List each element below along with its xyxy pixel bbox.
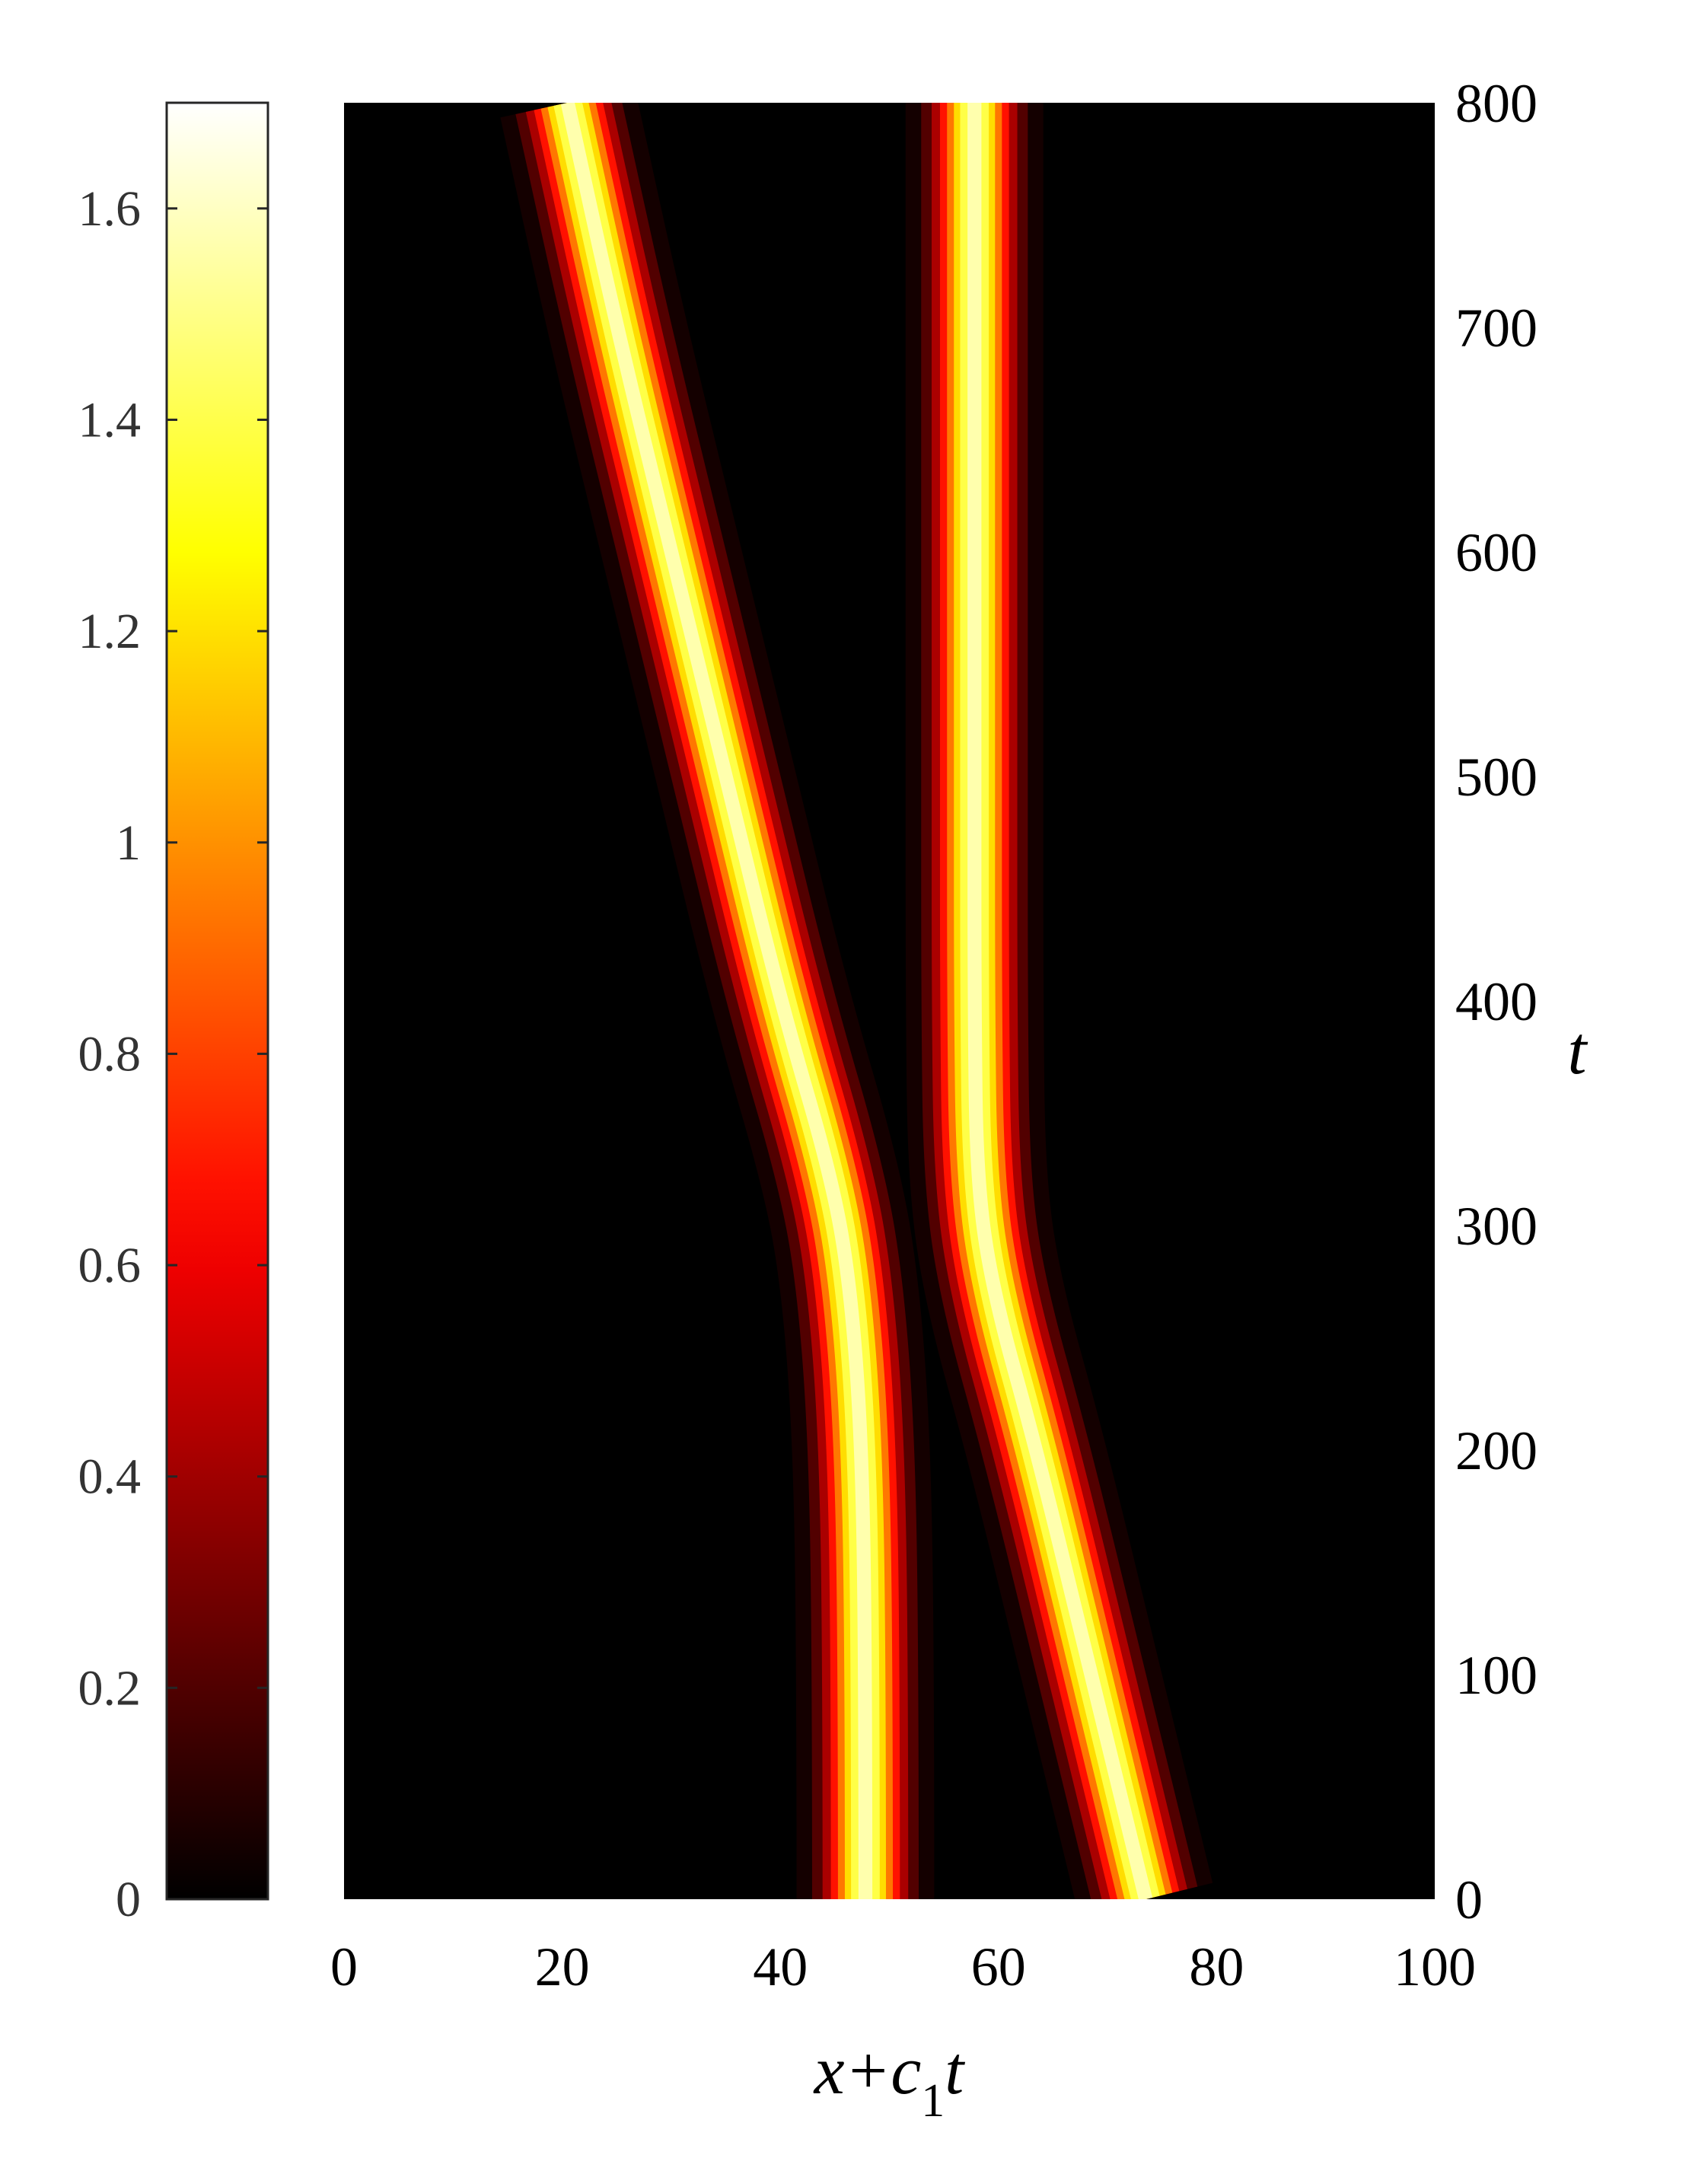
soliton-band-2: [905, 103, 1213, 1899]
y-tick-label: 100: [1455, 1645, 1538, 1706]
x-axis-label: x+c1t: [813, 2033, 966, 2127]
y-tick-label: 200: [1455, 1420, 1538, 1481]
colorbar-tick-label: 0: [116, 1872, 141, 1927]
colorbar-ticks: 0 0.2 0.4 0.6 0.8 1 1.2 1.4 1.6: [78, 181, 268, 1927]
y-tick-label: 300: [1455, 1196, 1538, 1257]
colorbar-gradient: [165, 101, 269, 1901]
colorbar-tick-label: 1.2: [78, 604, 142, 659]
colorbar-tick-label: 1.6: [78, 181, 142, 237]
colorbar-tick-label: 1: [116, 815, 141, 871]
y-tick-label: 0: [1455, 1870, 1483, 1930]
colorbar-tick-label: 1.4: [78, 392, 142, 448]
x-axis-label-prefix: x+c: [813, 2033, 922, 2109]
y-axis-label: t: [1567, 1013, 1588, 1089]
x-axis-label-suffix: t: [945, 2033, 965, 2109]
soliton-band-layer: [560, 103, 873, 1899]
x-tick-label: 60: [971, 1936, 1026, 1997]
x-tick-label: 80: [1189, 1936, 1244, 1997]
y-tick-label: 600: [1455, 522, 1538, 583]
y-tick-label: 500: [1455, 747, 1538, 808]
colorbar-tick-label: 0.6: [78, 1238, 142, 1293]
colorbar-tick-label: 0.2: [78, 1660, 142, 1716]
y-tick-label: 400: [1455, 971, 1538, 1032]
x-tick-label: 0: [330, 1936, 358, 1997]
x-axis-ticks: 0 20 40 60 80 100: [330, 1936, 1476, 1997]
x-tick-label: 100: [1394, 1936, 1476, 1997]
plot-area: [344, 103, 1435, 1899]
colorbar: 0 0.2 0.4 0.6 0.8 1 1.2 1.4 1.6: [78, 101, 269, 1927]
soliton-bands: [500, 103, 1213, 1899]
x-tick-label: 40: [753, 1936, 808, 1997]
y-axis-ticks: 0 100 200 300 400 500 600 700 800: [1455, 73, 1538, 1930]
soliton-band-1: [500, 103, 935, 1899]
soliton-band-layer: [967, 103, 1153, 1899]
x-tick-label: 20: [535, 1936, 590, 1997]
colorbar-tick-label: 0.4: [78, 1449, 142, 1505]
y-tick-label: 800: [1455, 73, 1538, 134]
x-axis-label-subscript: 1: [921, 2075, 945, 2127]
y-tick-label: 700: [1455, 298, 1538, 359]
colorbar-tick-label: 0.8: [78, 1026, 142, 1082]
